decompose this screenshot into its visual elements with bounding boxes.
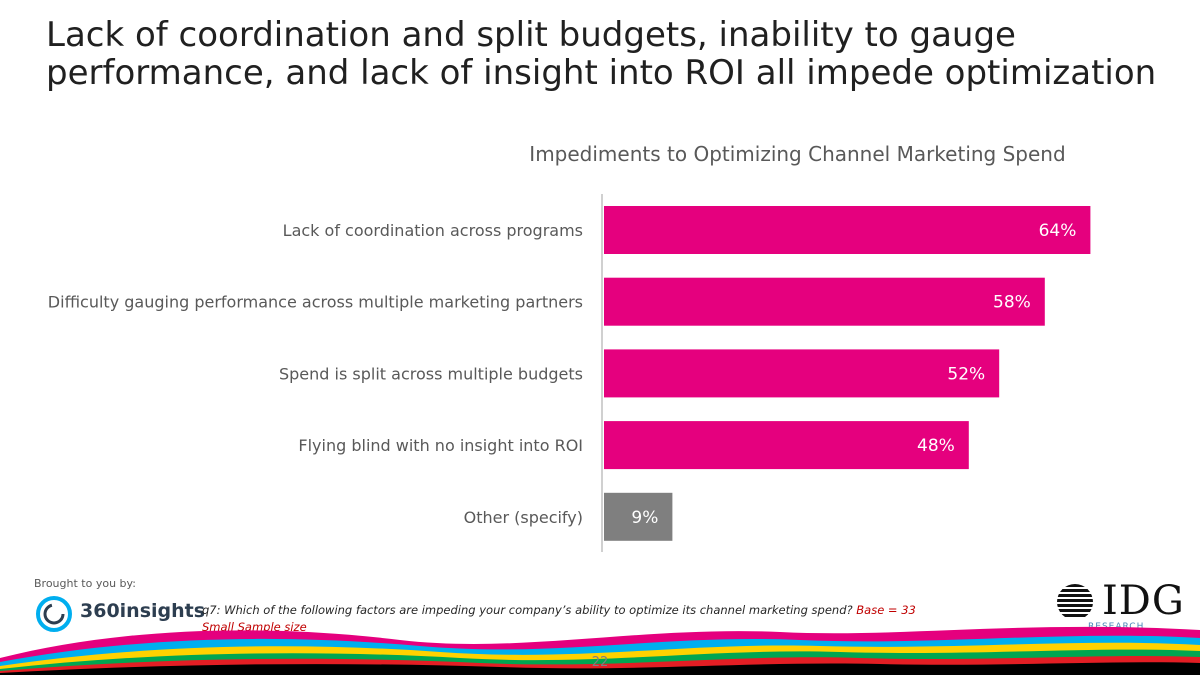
category-label-3: Spend is split across multiple budgets [279, 364, 583, 383]
slide-title-line-1: Lack of coordination and split budgets, … [46, 15, 1016, 55]
idg-research-logo: IDG RESEARCH [1050, 578, 1188, 634]
360insights-logo-text: 360insights [80, 600, 206, 622]
brought-to-you-by: Brought to you by: [34, 577, 136, 590]
bar-3 [604, 349, 1000, 398]
bar-value-label-1: 64% [1039, 221, 1077, 241]
chart-title: Impediments to Optimizing Channel Market… [529, 142, 1066, 166]
idg-logo-subtext: RESEARCH [1088, 622, 1145, 632]
360insights-ring-icon [36, 596, 72, 632]
category-label-5: Other (specify) [464, 508, 583, 527]
bar-4 [604, 421, 969, 470]
idg-logo-text: IDG [1102, 578, 1185, 624]
decorative-wave-band [0, 626, 1200, 675]
category-label-1: Lack of coordination across programs [283, 221, 583, 240]
idg-globe-icon [1057, 584, 1093, 617]
slide-title-line-2: performance, and lack of insight into RO… [46, 53, 1157, 93]
bar-2 [604, 277, 1045, 326]
bar-5 [604, 492, 673, 541]
page-number: 22 [591, 655, 609, 670]
bar-value-label-2: 58% [993, 293, 1031, 313]
bar-group: 64% Lack of coordination across programs 5… [48, 206, 1091, 541]
bar-value-label-4: 48% [917, 436, 955, 456]
wave-stripe-black [0, 662, 1200, 675]
bar-chart: 64% Lack of coordination across programs 5… [48, 194, 1091, 552]
category-label-2: Difficulty gauging performance across mu… [48, 293, 583, 312]
bar-value-label-3: 52% [947, 364, 985, 384]
bar-1 [604, 206, 1091, 254]
category-label-4: Flying blind with no insight into ROI [298, 436, 583, 455]
bar-value-label-5: 9% [631, 508, 658, 528]
slide-title: Lack of coordination and split budgets, … [46, 16, 1166, 92]
survey-question: q7: Which of the following factors are i… [202, 603, 857, 617]
